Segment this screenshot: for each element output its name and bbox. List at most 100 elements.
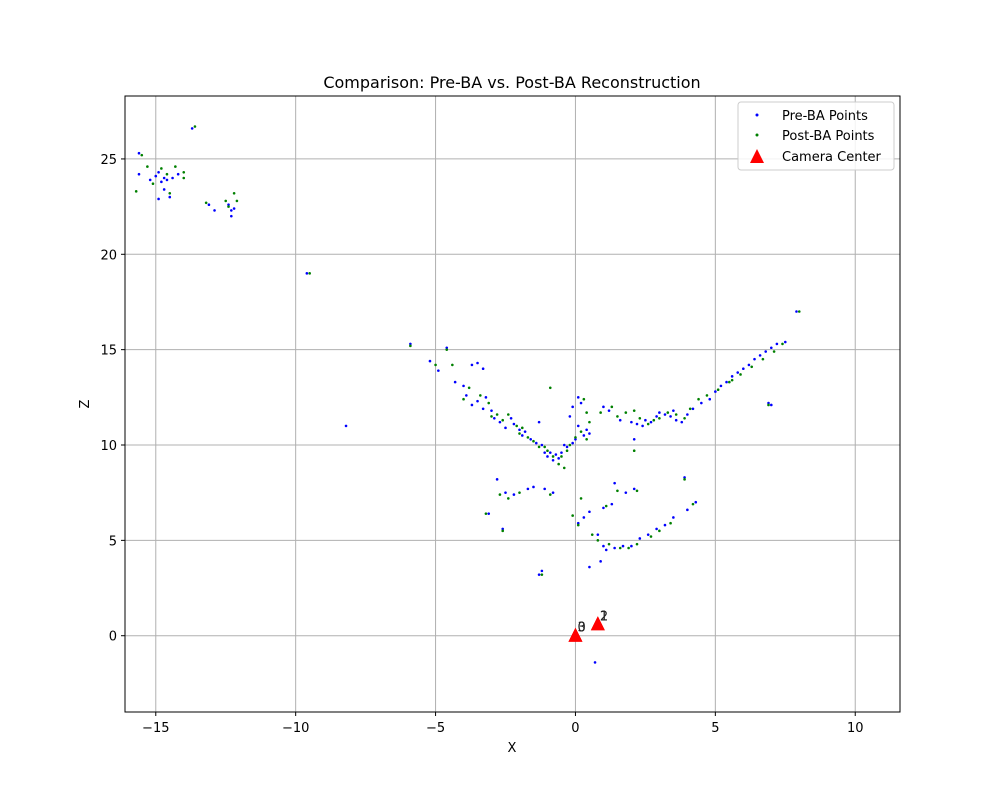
pre-ba-point bbox=[795, 310, 798, 313]
pre-ba-point bbox=[445, 346, 449, 350]
pre-ba-point bbox=[470, 403, 474, 407]
post-ba-point bbox=[507, 497, 510, 500]
pre-ba-point bbox=[437, 369, 440, 372]
post-ba-point bbox=[565, 449, 569, 453]
post-ba-point bbox=[683, 478, 686, 481]
post-ba-point bbox=[568, 443, 572, 447]
post-ba-point bbox=[518, 491, 521, 494]
pre-ba-point bbox=[669, 415, 672, 418]
post-ba-point bbox=[730, 378, 734, 382]
pre-ba-point bbox=[554, 453, 558, 456]
post-ba-point bbox=[761, 357, 765, 361]
post-ba-point bbox=[658, 417, 661, 420]
post-ba-point bbox=[767, 403, 770, 407]
pre-ba-point bbox=[753, 357, 756, 361]
pre-ba-point bbox=[767, 401, 770, 405]
pre-ba-point bbox=[582, 516, 586, 519]
pre-ba-point bbox=[462, 384, 465, 388]
pre-ba-point bbox=[582, 434, 586, 437]
pre-ba-point bbox=[596, 533, 600, 536]
post-ba-point bbox=[638, 417, 642, 420]
pre-ba-point bbox=[476, 361, 479, 365]
pre-ba-point bbox=[230, 209, 233, 212]
post-ba-point bbox=[548, 386, 552, 390]
pre-ba-point bbox=[428, 359, 432, 363]
pre-ba-point bbox=[574, 437, 577, 441]
legend-label-pre-ba: Pre-BA Points bbox=[782, 109, 868, 124]
post-ba-point bbox=[579, 497, 583, 500]
post-ba-point bbox=[451, 363, 454, 367]
x-axis-label: X bbox=[508, 741, 517, 756]
pre-ba-point bbox=[588, 510, 591, 514]
post-ba-point bbox=[462, 397, 465, 401]
post-ba-point bbox=[590, 533, 594, 536]
post-ba-point bbox=[479, 394, 482, 397]
pre-ba-point bbox=[523, 430, 527, 433]
post-ba-point bbox=[585, 411, 588, 414]
pre-ba-point bbox=[632, 487, 636, 491]
pre-ba-point bbox=[526, 487, 530, 491]
post-ba-point bbox=[168, 191, 172, 195]
grid bbox=[125, 96, 900, 712]
pre-ba-point bbox=[176, 172, 180, 176]
pre-ba-point bbox=[571, 441, 574, 445]
pre-ba-point bbox=[579, 401, 583, 405]
pre-ba-point bbox=[588, 565, 591, 569]
pre-ba-point bbox=[638, 537, 642, 540]
post-ba-point bbox=[140, 153, 144, 157]
pre-ba-point bbox=[534, 441, 538, 445]
pre-ba-point bbox=[593, 661, 597, 664]
post-ba-point bbox=[646, 422, 650, 426]
pre-ba-point bbox=[769, 403, 773, 407]
pre-ba-point bbox=[646, 533, 650, 536]
pre-ba-point bbox=[783, 340, 787, 344]
x-tick-label: −10 bbox=[282, 721, 309, 736]
post-ba-point bbox=[750, 365, 754, 369]
post-ba-point bbox=[501, 418, 505, 422]
post-ba-point bbox=[487, 401, 491, 405]
post-ba-point bbox=[520, 426, 524, 430]
post-ba-point bbox=[635, 542, 639, 546]
pre-ba-point bbox=[512, 493, 516, 496]
pre-ba-point bbox=[160, 180, 163, 184]
pre-ba-point bbox=[557, 457, 560, 460]
pre-ba-point bbox=[518, 428, 521, 432]
pre-ba-point bbox=[168, 195, 172, 199]
pre-ba-point bbox=[162, 176, 166, 180]
x-tick-label: −15 bbox=[142, 721, 169, 736]
post-ba-point bbox=[498, 493, 502, 496]
y-tick-label: 5 bbox=[109, 534, 117, 549]
post-ba-point bbox=[146, 165, 149, 168]
pre-ba-point bbox=[742, 367, 745, 371]
pre-ba-point bbox=[775, 342, 779, 346]
pre-ba-point bbox=[137, 172, 141, 176]
post-ba-point bbox=[532, 439, 535, 443]
post-ba-point bbox=[308, 272, 311, 275]
pre-ba-point bbox=[543, 487, 546, 491]
pre-ba-point bbox=[344, 424, 348, 428]
post-ba-point bbox=[658, 529, 661, 533]
pre-ba-point bbox=[305, 272, 309, 275]
series-1 bbox=[134, 125, 801, 576]
pre-ba-point bbox=[171, 176, 174, 180]
pre-ba-point bbox=[562, 443, 566, 447]
pre-ba-point bbox=[672, 516, 675, 519]
legend-label-camera: Camera Center bbox=[782, 150, 882, 165]
post-ba-point bbox=[160, 167, 163, 170]
x-tick-label: 10 bbox=[847, 721, 864, 736]
x-tick-label: 5 bbox=[711, 721, 719, 736]
pre-ba-point bbox=[540, 569, 544, 573]
post-ba-point bbox=[484, 512, 488, 515]
post-ba-point bbox=[490, 415, 493, 418]
plot-frame bbox=[124, 95, 901, 713]
post-ba-point bbox=[607, 542, 611, 546]
pre-ba-point bbox=[635, 422, 639, 426]
pre-ba-point bbox=[588, 432, 591, 435]
pre-ba-point bbox=[493, 417, 496, 420]
post-ba-point bbox=[705, 394, 709, 397]
pre-ba-point bbox=[571, 405, 574, 409]
pre-ba-point bbox=[551, 458, 555, 462]
legend-box bbox=[737, 101, 895, 171]
pre-ba-point bbox=[540, 443, 544, 447]
